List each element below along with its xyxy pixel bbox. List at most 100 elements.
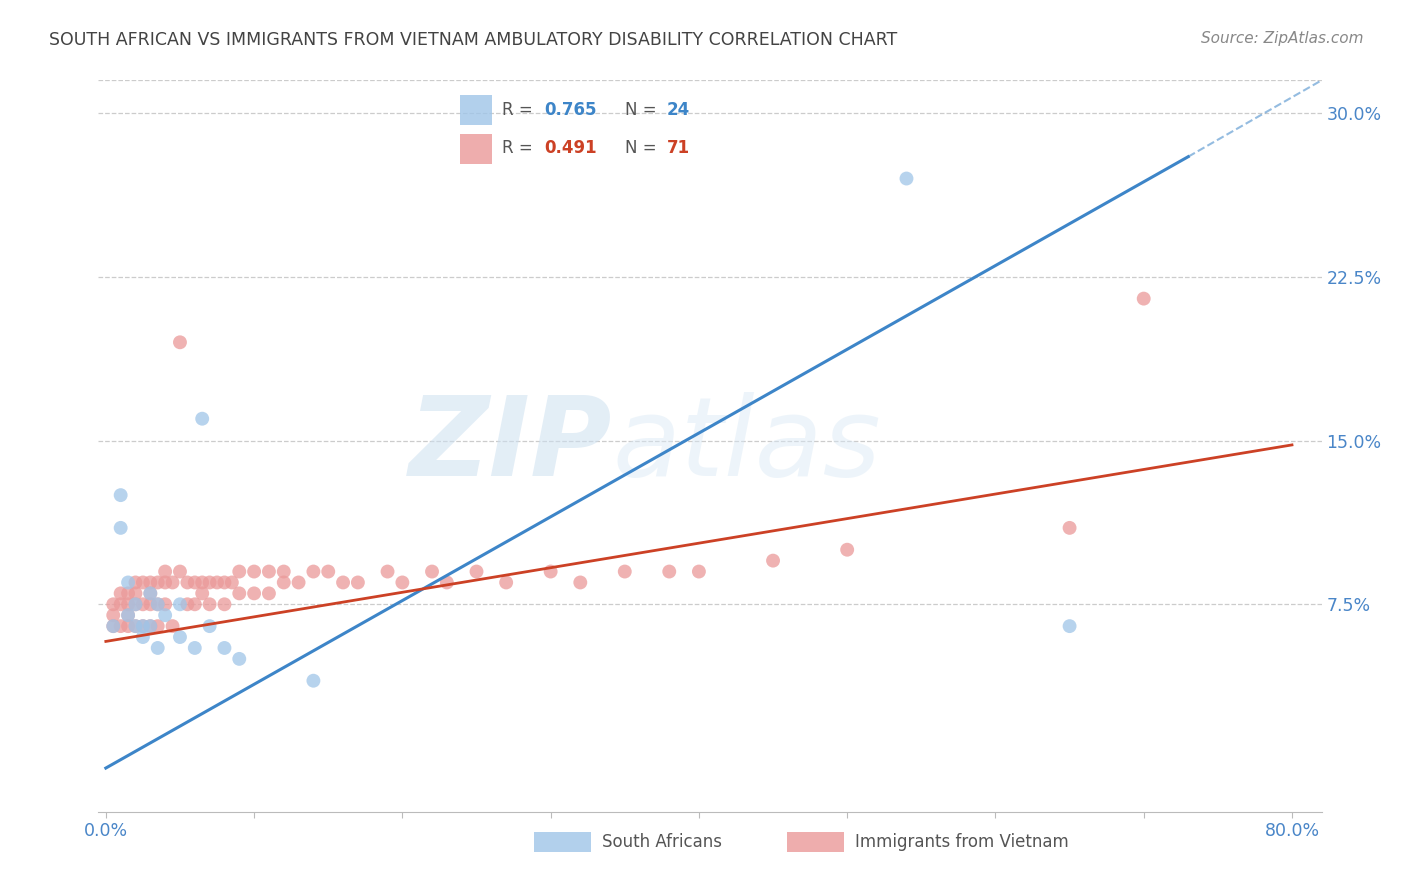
Point: [110, 586, 132, 600]
Text: Immigrants from Vietnam: Immigrants from Vietnam: [855, 833, 1069, 851]
Point: [465, 565, 488, 579]
Text: Source: ZipAtlas.com: Source: ZipAtlas.com: [1201, 31, 1364, 46]
Point: [153, 575, 176, 590]
Point: [214, 575, 236, 590]
Point: [139, 575, 162, 590]
Text: atlas: atlas: [612, 392, 880, 500]
Point: [162, 619, 184, 633]
Point: [117, 597, 139, 611]
Point: [221, 575, 243, 590]
Point: [347, 575, 370, 590]
Point: [176, 597, 198, 611]
Point: [132, 630, 155, 644]
Point: [124, 586, 146, 600]
Point: [896, 171, 918, 186]
Point: [287, 575, 309, 590]
Point: [146, 597, 169, 611]
Text: SOUTH AFRICAN VS IMMIGRANTS FROM VIETNAM AMBULATORY DISABILITY CORRELATION CHART: SOUTH AFRICAN VS IMMIGRANTS FROM VIETNAM…: [49, 31, 897, 49]
Point: [132, 575, 155, 590]
Point: [1059, 521, 1081, 535]
Point: [169, 335, 191, 350]
Point: [146, 640, 169, 655]
Point: [198, 575, 221, 590]
Point: [117, 608, 139, 623]
Point: [117, 619, 139, 633]
Point: [132, 619, 155, 633]
Point: [139, 619, 162, 633]
Point: [110, 488, 132, 502]
Point: [110, 597, 132, 611]
Point: [124, 575, 146, 590]
Point: [316, 565, 339, 579]
Text: ZIP: ZIP: [409, 392, 612, 500]
Point: [169, 597, 191, 611]
Point: [103, 619, 125, 633]
Point: [153, 565, 176, 579]
Point: [103, 619, 125, 633]
Point: [243, 586, 266, 600]
Point: [132, 597, 155, 611]
Point: [436, 575, 458, 590]
Point: [257, 586, 280, 600]
Point: [191, 411, 214, 425]
Point: [184, 597, 207, 611]
Point: [1132, 292, 1154, 306]
Point: [243, 565, 266, 579]
Point: [124, 619, 146, 633]
Point: [613, 565, 636, 579]
Point: [391, 575, 413, 590]
Point: [176, 575, 198, 590]
Point: [198, 619, 221, 633]
Text: South Africans: South Africans: [602, 833, 721, 851]
Point: [132, 619, 155, 633]
Point: [302, 673, 325, 688]
Point: [117, 575, 139, 590]
Point: [146, 575, 169, 590]
Point: [139, 597, 162, 611]
Point: [191, 586, 214, 600]
Point: [124, 619, 146, 633]
Point: [117, 608, 139, 623]
Point: [146, 597, 169, 611]
Point: [205, 575, 228, 590]
Point: [110, 521, 132, 535]
Point: [540, 565, 562, 579]
Point: [124, 597, 146, 611]
Point: [110, 619, 132, 633]
Point: [139, 586, 162, 600]
Point: [214, 597, 236, 611]
Point: [762, 554, 785, 568]
Point: [162, 575, 184, 590]
Point: [837, 542, 859, 557]
Point: [169, 565, 191, 579]
Point: [139, 586, 162, 600]
Point: [191, 575, 214, 590]
Point: [420, 565, 443, 579]
Point: [273, 565, 295, 579]
Point: [658, 565, 681, 579]
Point: [228, 586, 250, 600]
Point: [228, 652, 250, 666]
Point: [169, 630, 191, 644]
Point: [495, 575, 517, 590]
Point: [139, 619, 162, 633]
Point: [184, 640, 207, 655]
Point: [273, 575, 295, 590]
Point: [184, 575, 207, 590]
Point: [103, 597, 125, 611]
Point: [228, 565, 250, 579]
Point: [124, 597, 146, 611]
Point: [1059, 619, 1081, 633]
Point: [153, 608, 176, 623]
Point: [117, 586, 139, 600]
Point: [569, 575, 592, 590]
Point: [198, 597, 221, 611]
Point: [302, 565, 325, 579]
Point: [257, 565, 280, 579]
Point: [153, 597, 176, 611]
Point: [146, 619, 169, 633]
Point: [377, 565, 399, 579]
Point: [688, 565, 710, 579]
Point: [103, 608, 125, 623]
Point: [214, 640, 236, 655]
